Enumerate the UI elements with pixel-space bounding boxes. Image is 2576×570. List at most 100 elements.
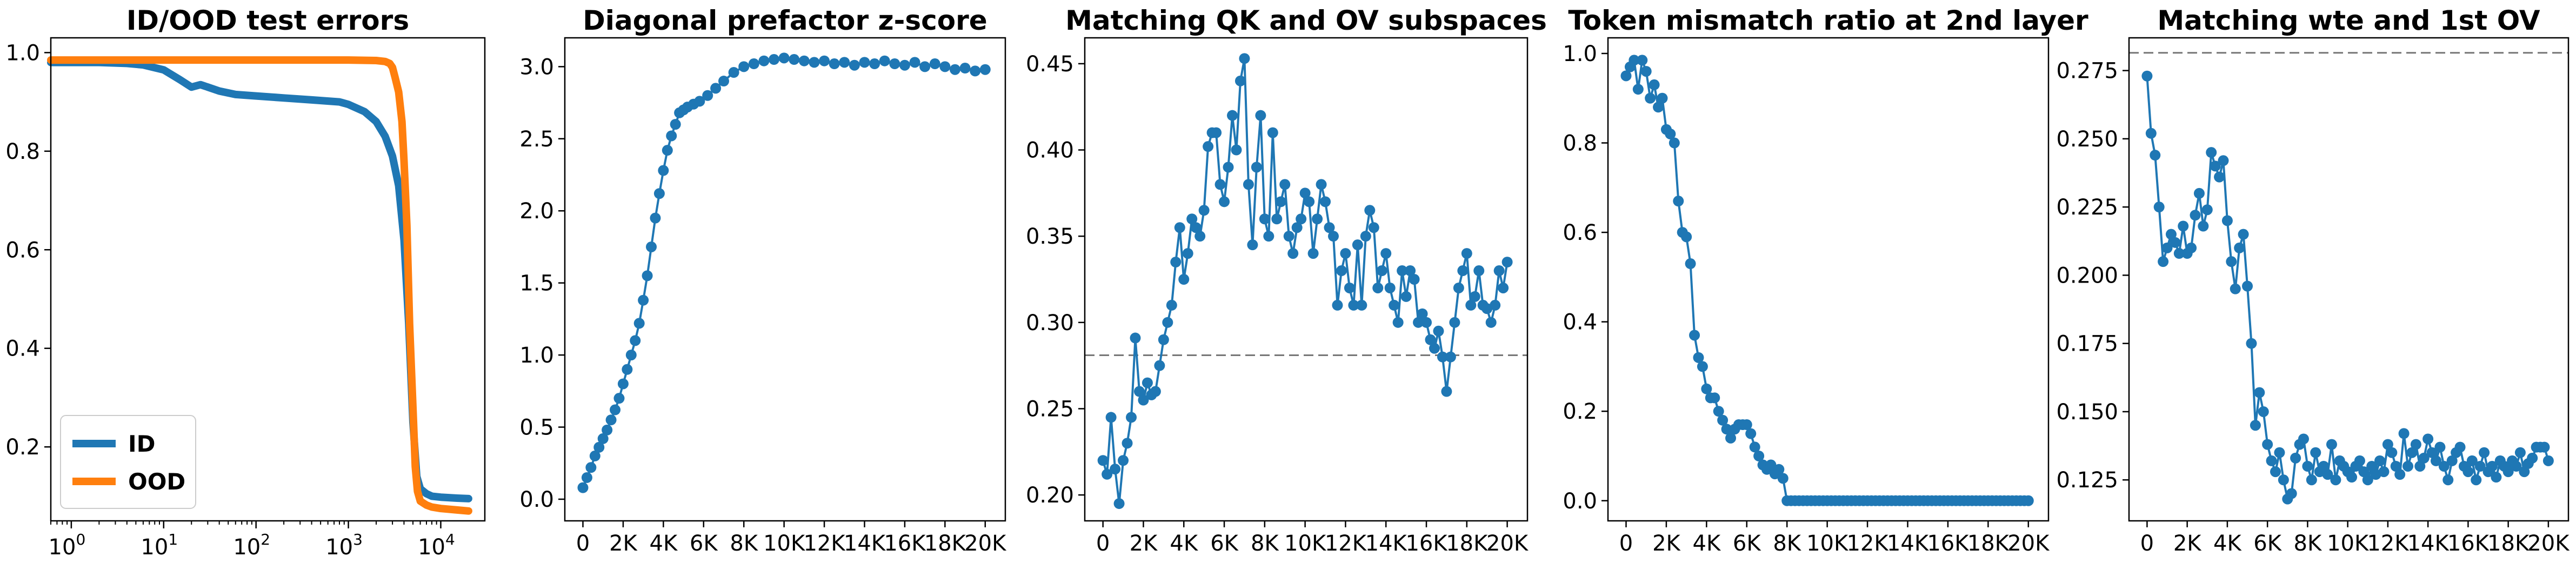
data-point: [2514, 447, 2526, 458]
data-point: [2539, 441, 2550, 453]
x-tick-label: 18K: [924, 531, 967, 556]
data-point: [2418, 452, 2430, 464]
x-tick-label: 12K: [1846, 531, 1889, 556]
data-point: [2286, 488, 2297, 499]
data-point: [650, 212, 661, 224]
data-point: [2398, 428, 2410, 439]
data-point: [1777, 473, 1788, 484]
data-point: [1657, 92, 1668, 104]
y-tick-label: 0.6: [1563, 220, 1597, 245]
data-point: [1214, 179, 1226, 190]
x-tick-label: 12K: [2367, 531, 2410, 556]
y-tick-label: 1.0: [519, 343, 554, 368]
y-tick-label: 0.40: [1026, 138, 1074, 163]
data-point: [959, 63, 971, 74]
data-point: [1271, 213, 1283, 225]
series-1: [2141, 70, 2554, 505]
data-point: [1632, 84, 1644, 95]
data-point: [2234, 242, 2245, 253]
plot-frame: [1607, 37, 2050, 522]
data-point: [1421, 317, 1432, 328]
data-point: [1178, 274, 1190, 285]
chart-title: Diagonal prefactor z-score: [583, 5, 987, 36]
x-tick-label: 16K: [1405, 531, 1448, 556]
x-tick-label: 14K: [1887, 531, 1930, 556]
data-point: [1360, 231, 1371, 242]
data-point: [1304, 196, 1315, 207]
chart-title: Matching wte and 1st OV: [2157, 5, 2540, 36]
x-tick-label: 4K: [1170, 531, 1198, 556]
data-point: [1352, 239, 1363, 251]
data-point: [597, 433, 609, 444]
y-tick-label: 1.5: [519, 271, 554, 296]
data-point: [1102, 468, 1113, 480]
data-point: [1283, 231, 1294, 242]
data-point: [1449, 317, 1460, 328]
data-point: [2394, 469, 2406, 480]
x-tick-base: 10: [233, 535, 261, 560]
data-point: [1255, 110, 1266, 121]
data-point: [2446, 455, 2458, 466]
y-tick-label: 2.5: [519, 127, 554, 152]
data-point: [1162, 317, 1173, 328]
x-tick-label: 12K: [1325, 531, 1367, 556]
x-tick-label: 18K: [1967, 531, 2010, 556]
data-point: [1469, 291, 1480, 302]
y-tick-label: 0.25: [1026, 397, 1074, 421]
data-point: [859, 57, 870, 68]
data-point: [1239, 53, 1250, 64]
data-point: [2298, 433, 2309, 445]
chart-panel-5: Matching wte and 1st OV 0.125 0.150 0.175 0.…: [2056, 5, 2570, 556]
data-point: [1473, 265, 1485, 277]
data-point: [2382, 439, 2393, 450]
data-point: [819, 55, 830, 66]
data-point: [1441, 386, 1452, 397]
data-point: [2430, 455, 2441, 466]
data-point: [1689, 330, 1700, 341]
x-tick-label: 0: [1096, 531, 1110, 556]
x-tick-label: 14K: [1365, 531, 1408, 556]
data-point: [653, 188, 665, 199]
data-point: [1190, 222, 1202, 233]
x-tick-label: 104: [418, 531, 455, 560]
data-point: [869, 58, 880, 70]
series-1: [1620, 55, 2034, 506]
data-point: [789, 54, 800, 65]
data-point: [1397, 265, 1408, 277]
data-point: [1721, 424, 1732, 435]
data-point: [1409, 274, 1420, 285]
data-point: [2023, 495, 2034, 506]
data-point: [1105, 412, 1117, 423]
data-point: [1122, 438, 1133, 449]
y-tick-label: 0.4: [5, 337, 40, 361]
series-1: [1097, 53, 1513, 509]
data-point: [2158, 256, 2169, 267]
data-point: [2454, 441, 2466, 453]
data-point: [1174, 222, 1185, 233]
x-tick-label: 16K: [884, 531, 926, 556]
data-point: [2318, 460, 2330, 472]
chart-title: Matching QK and OV subspaces: [1065, 5, 1547, 36]
data-point: [1372, 282, 1384, 293]
x-tick-label: 10K: [1806, 531, 1849, 556]
data-point: [2358, 466, 2370, 478]
x-tick-label: 0: [1619, 531, 1633, 556]
y-tick-label: 0.275: [2056, 59, 2118, 84]
x-tick-base: 10: [418, 535, 445, 560]
x-tick-label: 16K: [2447, 531, 2490, 556]
data-point: [1247, 239, 1258, 251]
data-point: [929, 58, 940, 70]
data-point: [2206, 147, 2217, 158]
data-point: [658, 165, 669, 176]
x-tick-label: 14K: [844, 531, 886, 556]
data-point: [1198, 205, 1210, 216]
y-tick-label: 0.8: [5, 139, 40, 164]
series-ood: [47, 56, 472, 515]
data-point: [1713, 406, 1724, 417]
data-point: [2153, 202, 2165, 213]
data-point: [718, 76, 729, 87]
data-point: [630, 335, 641, 346]
data-point: [666, 130, 677, 142]
